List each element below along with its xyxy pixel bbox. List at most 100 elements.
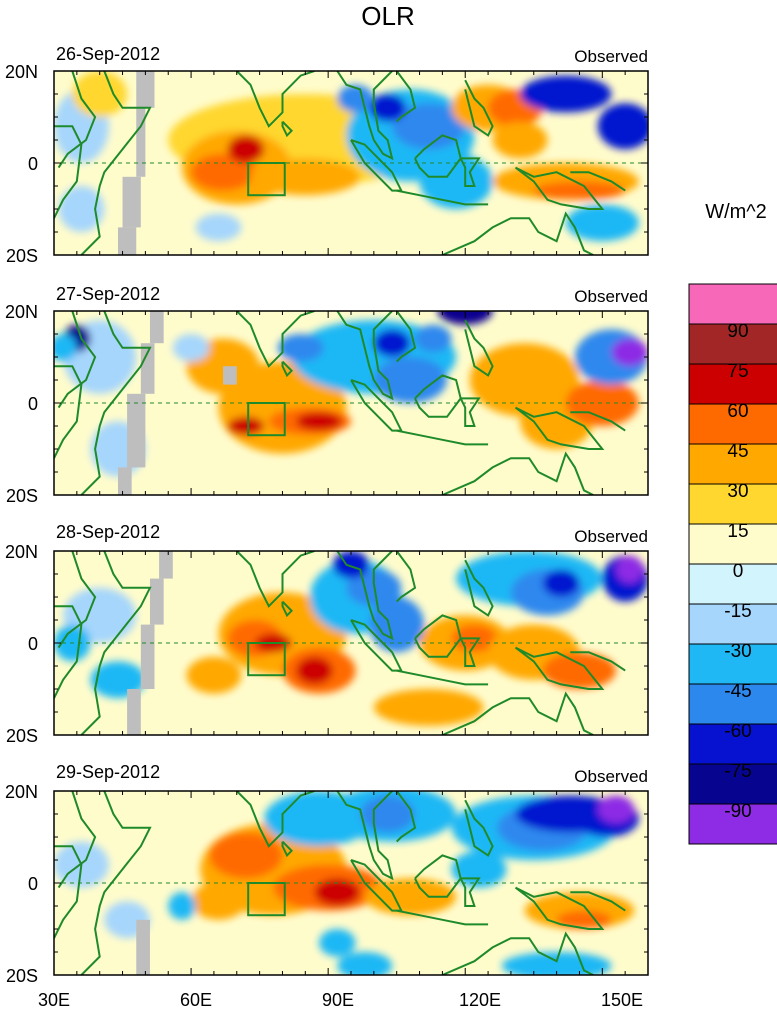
missing-data (159, 551, 173, 579)
colorbar-label: -75 (724, 761, 751, 782)
olr-anomaly-region (373, 357, 447, 403)
colorbar-swatch (688, 283, 777, 325)
coastline (236, 71, 315, 128)
coastline (442, 691, 594, 735)
coastline (459, 877, 481, 907)
coastline (57, 71, 97, 169)
coastline (336, 71, 394, 161)
colorbar-swatch (688, 523, 777, 565)
colorbar-labels: 90 75 60 45 30 15 0 -15 -30 -45 -60 -75 … (724, 321, 751, 822)
missing-data (117, 467, 132, 495)
missing-data (223, 366, 237, 385)
lat-label-20n: 20N (5, 62, 38, 82)
panel-label: Observed (574, 767, 648, 786)
coastline (396, 429, 489, 446)
coastline (57, 551, 97, 649)
coastline (442, 211, 594, 255)
coastline (396, 669, 489, 686)
olr-anomaly-region (296, 412, 342, 431)
colorbar (688, 283, 777, 845)
coastline (80, 311, 152, 495)
coastline (570, 171, 626, 192)
olr-anomaly-region (227, 135, 265, 163)
colorbar-swatch (688, 723, 777, 765)
colorbar-label: -15 (724, 601, 751, 622)
lon-label-150e: 150E (601, 990, 643, 1010)
olr-anomaly-region (565, 380, 639, 426)
missing-data (149, 311, 164, 344)
olr-anomaly-region (369, 597, 425, 653)
olr-anomaly-region (296, 656, 333, 685)
missing-data (136, 107, 146, 177)
olr-anomaly-region (58, 186, 105, 232)
lat-label-20s: 20S (6, 966, 38, 986)
coastline (80, 71, 152, 255)
coastline (514, 886, 605, 930)
coastline (57, 311, 97, 409)
colorbar-label: -90 (724, 801, 751, 822)
map-field (53, 70, 649, 256)
coastline (396, 909, 489, 926)
coastline (336, 551, 394, 641)
olr-anomaly-region (419, 153, 493, 209)
map-field (53, 790, 649, 976)
coastline (464, 559, 494, 617)
colorbar-swatch (688, 403, 777, 445)
panel-1: 26-Sep-2012 Observed (53, 44, 649, 256)
axis-ticks (53, 790, 649, 976)
colorbar-label: 60 (727, 401, 748, 422)
colorbar-swatch (688, 323, 777, 365)
panel-date: 26-Sep-2012 (56, 44, 160, 64)
olr-anomaly-region (337, 84, 374, 113)
lat-label-20s: 20S (6, 726, 38, 746)
lat-label-20n: 20N (5, 302, 38, 322)
coastline (464, 79, 494, 137)
olr-anomaly-region (227, 416, 265, 436)
panel-date: 28-Sep-2012 (56, 522, 160, 542)
colorbar-swatch (688, 803, 777, 845)
axis-ticks (53, 70, 649, 256)
coastline (395, 551, 417, 603)
lon-label-60e: 60E (180, 990, 212, 1010)
olr-anomaly-region (54, 334, 77, 362)
olr-anomaly-region (186, 656, 242, 694)
olr-anomaly-region (209, 832, 283, 879)
figure-title: OLR (361, 1, 414, 31)
missing-data (149, 578, 164, 625)
olr-anomaly-region (520, 75, 612, 113)
olr-anomaly-region (616, 555, 644, 584)
coastline (395, 311, 417, 363)
olr-anomaly-region (277, 334, 324, 362)
colorbar-swatch (688, 363, 777, 405)
colorbar-label: -30 (724, 641, 751, 662)
olr-anomaly-region (337, 952, 393, 975)
region-box (247, 882, 286, 917)
colorbar-label: 30 (727, 481, 748, 502)
coastline (514, 406, 605, 450)
lat-labels: 20N 0 20S 20N 0 20S 20N 0 20S 20N 0 20S (5, 62, 38, 986)
colorbar-swatch (688, 763, 777, 805)
missing-data (140, 343, 155, 394)
coastline (570, 891, 626, 912)
coastline (442, 451, 594, 495)
coastline (281, 600, 294, 618)
colorbar-label: 75 (727, 361, 748, 382)
panel-2: 27-Sep-2012 Observed (53, 284, 649, 496)
coastline (57, 791, 97, 889)
coastline (236, 311, 315, 368)
lon-label-120e: 120E (459, 990, 501, 1010)
lon-label-90e: 90E (322, 990, 354, 1010)
colorbar-swatch (688, 683, 777, 725)
region-box (247, 402, 286, 437)
panel-3: 28-Sep-2012 Observed (53, 522, 649, 736)
olr-anomaly-region (172, 334, 210, 362)
missing-data (117, 227, 137, 255)
olr-anomaly-region (542, 569, 580, 597)
colorbar-label: 90 (727, 321, 748, 342)
coastline (570, 411, 626, 432)
olr-anomaly-region (533, 181, 626, 200)
lat-label-0: 0 (28, 154, 38, 174)
lat-label-0: 0 (28, 874, 38, 894)
lat-label-0: 0 (28, 634, 38, 654)
lat-label-20s: 20S (6, 246, 38, 266)
